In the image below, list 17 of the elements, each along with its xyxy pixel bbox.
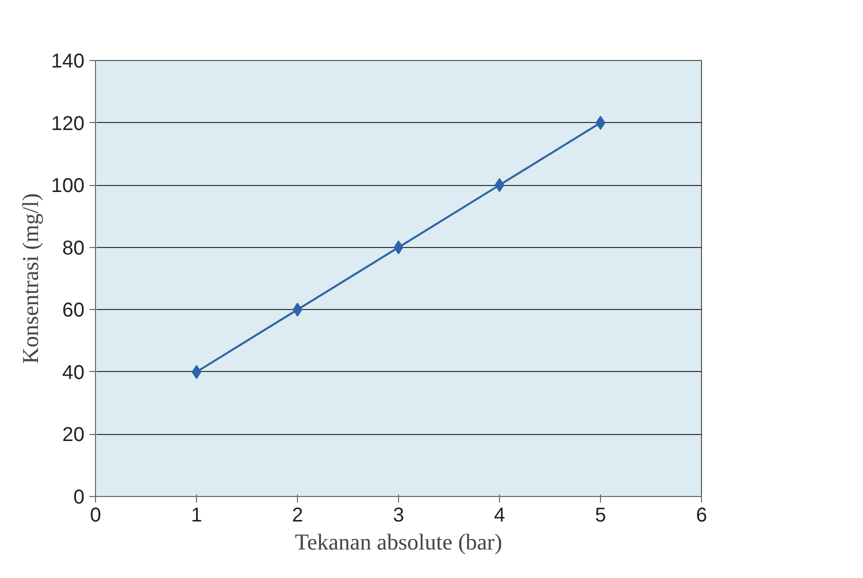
x-tick-label: 4 <box>494 504 506 526</box>
x-tick-label: 2 <box>292 504 304 526</box>
x-tick-label: 3 <box>392 504 404 526</box>
y-tick-label: 40 <box>62 362 85 384</box>
y-tick-label: 140 <box>51 50 85 72</box>
x-tick-label: 1 <box>190 504 202 526</box>
x-tick-label: 5 <box>594 504 606 526</box>
y-axis-title: Konsentrasi (mg/l) <box>18 193 44 364</box>
y-tick-label: 80 <box>62 237 85 260</box>
y-tick-label: 120 <box>51 112 85 135</box>
y-tick-label: 60 <box>62 300 85 322</box>
y-tick-label: 20 <box>62 424 85 446</box>
y-tick-label: 0 <box>73 486 84 508</box>
x-tick-label: 0 <box>90 504 102 526</box>
y-tick-label: 100 <box>51 175 85 198</box>
x-tick-label: 6 <box>696 504 708 526</box>
x-axis-title: Tekanan absolute (bar) <box>294 530 502 554</box>
